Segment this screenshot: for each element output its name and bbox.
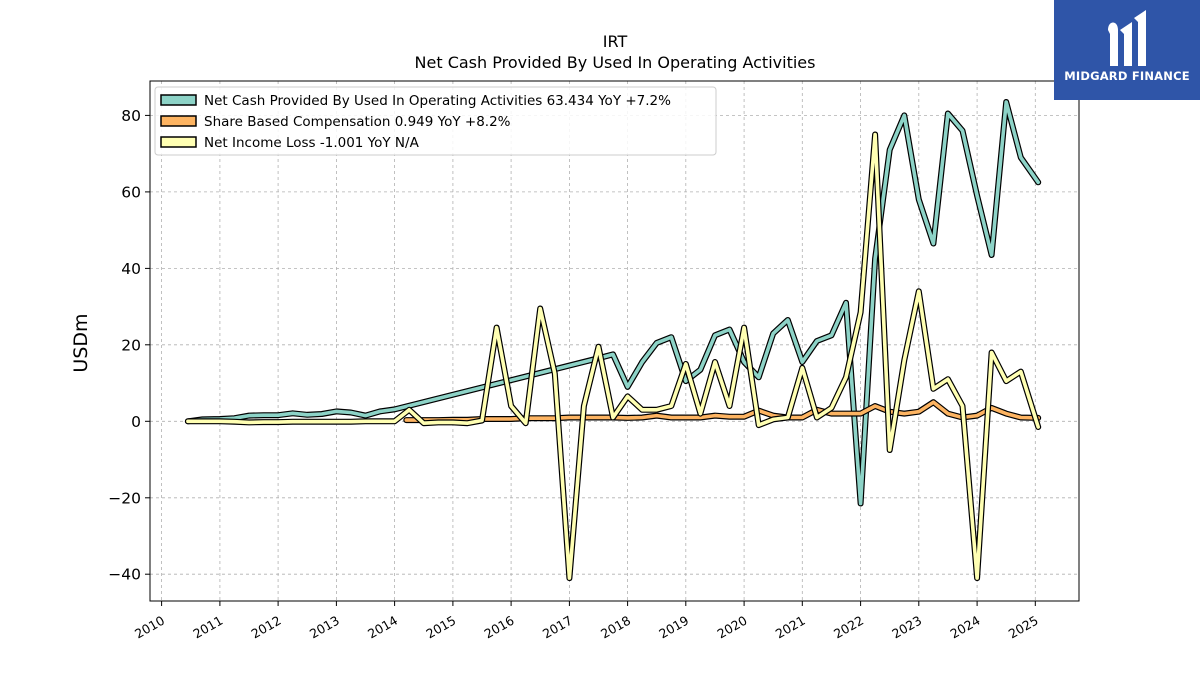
x-tick-label: 2025 [1006,613,1041,642]
legend-label-0: Net Cash Provided By Used In Operating A… [204,93,671,109]
y-tick-label: 20 [121,336,141,354]
y-tick-label: 80 [121,107,141,125]
x-tick-label: 2010 [132,613,167,642]
legend: Net Cash Provided By Used In Operating A… [154,86,717,156]
brand-logo-icon [1108,10,1146,66]
series-group [184,99,1042,582]
brand-logo: MIDGARD FINANCE [1054,0,1200,100]
x-tick-label: 2015 [423,613,458,642]
y-axis-label: USDm [70,313,92,372]
x-tick-label: 2024 [948,613,983,642]
series-line-0 [186,100,1040,506]
x-tick-label: 2021 [773,613,808,642]
x-tick-label: 2020 [715,613,750,642]
y-tick-label: −20 [108,489,141,507]
x-tick-label: 2023 [889,613,924,642]
legend-swatch-0 [160,94,197,106]
brand-name: MIDGARD FINANCE [1064,69,1190,83]
x-tick-label: 2016 [482,613,517,642]
x-tick-label: 2011 [190,613,225,642]
y-tick-label: 40 [121,260,141,278]
legend-label-2: Net Income Loss -1.001 YoY N/A [204,135,420,151]
y-tick-label: −40 [108,566,141,584]
x-tick-label: 2019 [656,613,691,642]
chart-title: IRT [603,32,628,51]
x-tick-label: 2012 [249,613,284,642]
legend-swatch-2 [160,136,197,148]
x-tick-label: 2017 [540,613,575,642]
chart-subtitle: Net Cash Provided By Used In Operating A… [415,53,816,72]
plot-frame [149,80,1080,602]
series-line-1 [404,400,1040,422]
y-tick-label: 0 [131,413,141,431]
legend-label-1: Share Based Compensation 0.949 YoY +8.2% [204,114,511,130]
legend-swatch-1 [160,115,197,127]
x-tick-label: 2018 [598,613,633,642]
x-tick-label: 2022 [831,613,866,642]
y-tick-label: 60 [121,183,141,201]
grid [150,81,1079,601]
x-tick-label: 2013 [307,613,342,642]
legend-box [154,86,717,156]
x-tick-label: 2014 [365,613,400,642]
series-line-2 [186,132,1040,580]
